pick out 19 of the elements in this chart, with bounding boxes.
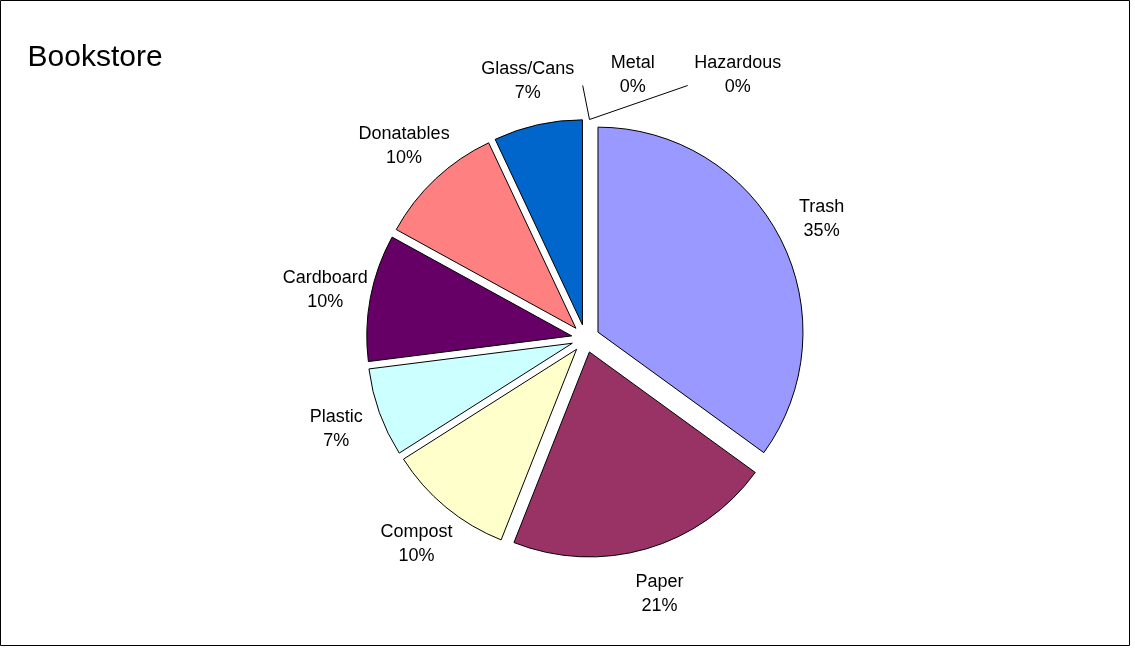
slice-label: Glass/Cans [481, 57, 575, 78]
slice-label: Donatables [358, 123, 450, 144]
data-label: 10% [386, 147, 423, 168]
data-label: 21% [641, 594, 678, 615]
slice-label: Trash [798, 196, 845, 217]
category-label: Hazardous [694, 51, 782, 72]
data-label: 10% [307, 290, 344, 311]
slice-label: Plastic [309, 406, 363, 427]
text: 0% [619, 75, 646, 96]
data-label: 7% [514, 81, 541, 102]
slice-label: Cardboard [282, 266, 368, 287]
slice-label: Compost [380, 520, 453, 541]
text: 0% [724, 75, 751, 96]
data-label: 35% [803, 220, 840, 241]
data-label: 10% [398, 544, 435, 565]
data-label: 7% [323, 430, 350, 451]
category-label: Metal [610, 51, 655, 72]
chart-title: Bookstore [27, 39, 163, 72]
slice-label: Paper [635, 570, 684, 591]
